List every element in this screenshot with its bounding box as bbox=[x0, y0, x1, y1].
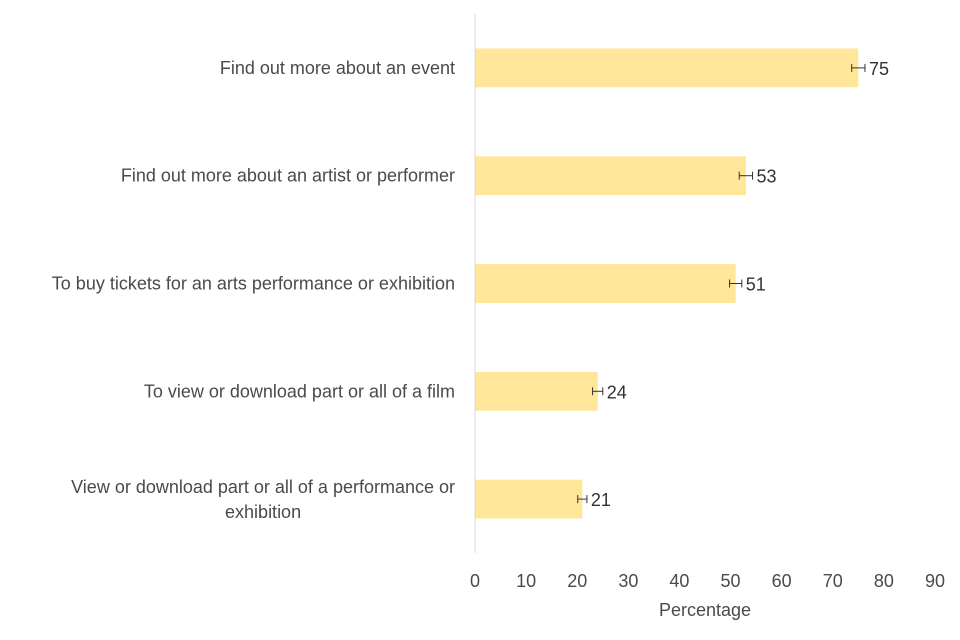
error-bars-group bbox=[577, 63, 866, 504]
data-label: 24 bbox=[607, 382, 627, 402]
category-label: Find out more about an event bbox=[220, 58, 455, 78]
x-tick-label: 40 bbox=[669, 571, 689, 591]
x-tick-label: 20 bbox=[567, 571, 587, 591]
error-bar bbox=[729, 279, 743, 288]
bar bbox=[475, 264, 736, 303]
category-label: View or download part or all of a perfor… bbox=[71, 477, 455, 522]
bar bbox=[475, 48, 859, 88]
x-tick-label: 30 bbox=[618, 571, 638, 591]
bar bbox=[475, 479, 583, 519]
category-label: To buy tickets for an arts performance o… bbox=[52, 274, 455, 294]
category-label: To view or download part or all of a fil… bbox=[144, 381, 455, 401]
x-tick-label: 10 bbox=[516, 571, 536, 591]
data-label: 21 bbox=[591, 490, 611, 510]
x-tick-label: 60 bbox=[772, 571, 792, 591]
x-tick-label: 50 bbox=[721, 571, 741, 591]
x-tick-labels-group: 0 10 20 30 40 50 60 70 80 90 bbox=[470, 571, 945, 591]
data-label: 53 bbox=[757, 167, 777, 187]
data-label: 75 bbox=[869, 59, 889, 79]
bars-group bbox=[475, 48, 859, 519]
x-axis-title: Percentage bbox=[659, 600, 751, 620]
error-bar bbox=[851, 63, 866, 72]
data-labels-group: 75 53 51 24 21 bbox=[591, 59, 889, 510]
data-label: 51 bbox=[746, 275, 766, 295]
bar bbox=[475, 156, 746, 196]
error-bar bbox=[738, 171, 754, 180]
x-tick-label: 70 bbox=[823, 571, 843, 591]
x-tick-label: 80 bbox=[874, 571, 894, 591]
x-tick-label: 90 bbox=[925, 571, 945, 591]
error-bar bbox=[577, 495, 588, 504]
bar bbox=[475, 371, 598, 411]
error-bar bbox=[592, 387, 604, 396]
category-label: Find out more about an artist or perform… bbox=[121, 166, 455, 186]
category-labels-group: Find out more about an event Find out mor… bbox=[52, 58, 455, 522]
x-tick-label: 0 bbox=[470, 571, 480, 591]
